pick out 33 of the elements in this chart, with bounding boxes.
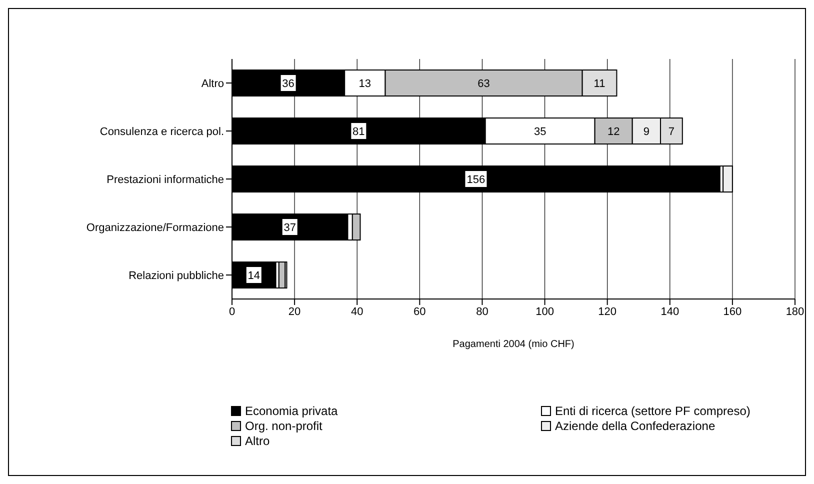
x-tick-label: 120: [598, 306, 617, 318]
x-tick-label: 60: [414, 306, 426, 318]
y-tick-label: Organizzazione/Formazione: [86, 222, 224, 234]
legend-label: Org. non-profit: [245, 419, 322, 433]
y-tick-label: Prestazioni informatiche: [106, 174, 224, 186]
data-label: 12: [607, 126, 620, 138]
data-label: 35: [534, 126, 546, 138]
data-label: 37: [284, 222, 296, 234]
legend-label: Enti di ricerca (settore PF compreso): [555, 404, 750, 418]
data-label: 36: [282, 78, 294, 90]
x-tick-label: 180: [786, 306, 804, 318]
x-tick-label: 0: [228, 306, 236, 318]
legend-label: Aziende della Confederazione: [555, 419, 716, 433]
data-label: 63: [478, 78, 490, 90]
data-label: 9: [643, 126, 650, 138]
data-label: 81: [352, 126, 365, 138]
data-label: 13: [358, 78, 372, 90]
x-tick-label: 140: [660, 306, 680, 318]
data-label: 156: [466, 174, 486, 186]
x-tick-label: 160: [723, 306, 742, 318]
x-tick-label: 100: [536, 306, 554, 318]
data-label: 7: [668, 126, 675, 138]
x-tick-label: 40: [350, 306, 364, 318]
data-label: 11: [594, 78, 606, 90]
legend-label: Altro: [245, 434, 270, 448]
x-tick-label: 20: [288, 306, 301, 318]
x-axis-title: Pagamenti 2004 (mio CHF): [452, 339, 574, 350]
y-tick-label: Altro: [201, 78, 224, 90]
data-label: 14: [248, 270, 260, 282]
legend-label: Economia privata: [245, 404, 338, 418]
x-tick-label: 80: [476, 306, 488, 318]
y-tick-label: Relazioni pubbliche: [128, 270, 224, 282]
y-tick-label: Consulenza e ricerca pol.: [100, 126, 224, 138]
